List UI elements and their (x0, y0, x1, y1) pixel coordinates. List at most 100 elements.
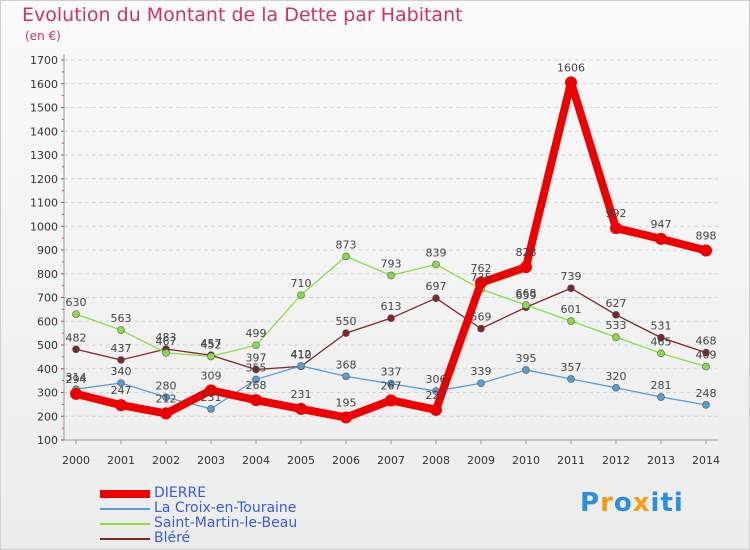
data-point (385, 394, 397, 407)
data-label: 409 (696, 349, 717, 362)
data-point (520, 261, 532, 274)
data-point (295, 402, 307, 415)
data-point (702, 362, 710, 371)
data-label: 992 (606, 207, 627, 220)
data-label: 437 (111, 342, 132, 355)
data-label: 468 (696, 335, 717, 348)
data-point (612, 333, 620, 341)
data-point (475, 276, 487, 289)
data-label: 268 (246, 379, 267, 392)
data-label: 195 (336, 396, 357, 409)
x-tick-label: 2013 (647, 454, 675, 467)
data-label: 467 (156, 335, 177, 348)
logo-letter: t (660, 488, 674, 518)
data-label: 668 (516, 287, 537, 300)
data-label: 839 (426, 246, 447, 259)
data-label: 280 (156, 379, 177, 392)
data-point (565, 76, 577, 89)
data-label: 340 (111, 365, 132, 378)
x-tick-label: 2012 (602, 454, 630, 467)
data-label: 306 (426, 373, 447, 386)
data-label: 550 (336, 315, 357, 328)
logo-letter: P (580, 488, 601, 518)
y-tick-label: 500 (37, 339, 58, 352)
data-label: 395 (516, 352, 537, 365)
data-label: 1606 (557, 61, 585, 74)
logo-letter: o (613, 488, 633, 518)
logo-letter: r (600, 488, 614, 518)
data-point (612, 383, 620, 392)
data-label: 793 (381, 257, 402, 270)
data-label: 368 (336, 358, 357, 371)
x-tick-label: 2000 (62, 454, 90, 467)
y-tick-label: 200 (37, 410, 58, 423)
data-label: 339 (471, 365, 492, 378)
logo-letter: x (632, 488, 651, 518)
data-point (252, 341, 260, 350)
x-tick-label: 2004 (242, 454, 270, 467)
logo-letter: i (673, 488, 684, 518)
data-point (702, 348, 710, 357)
data-point (387, 314, 395, 322)
x-tick-label: 2006 (332, 454, 360, 467)
data-point (340, 411, 352, 424)
x-tick-label: 2008 (422, 454, 450, 467)
data-label: 947 (651, 218, 672, 231)
data-label: 533 (606, 319, 627, 332)
data-point (207, 405, 215, 413)
y-tick-label: 1100 (30, 197, 58, 210)
y-tick-label: 600 (37, 315, 58, 328)
data-label: 697 (426, 280, 447, 293)
data-point (162, 393, 170, 402)
y-tick-label: 700 (37, 292, 58, 305)
data-label: 457 (201, 337, 222, 350)
data-point (700, 244, 712, 257)
legend-label-saint-martin-le-beau: Saint-Martin-le-Beau (154, 515, 298, 531)
data-label: 482 (66, 331, 87, 344)
data-label: 248 (696, 387, 717, 400)
x-tick-label: 2001 (107, 454, 135, 467)
legend-label-blere: Bléré (154, 530, 191, 546)
logo-letter: i (650, 488, 661, 518)
data-point (72, 345, 80, 354)
series-0 (70, 76, 712, 424)
data-point (610, 222, 622, 235)
data-label: 231 (291, 388, 312, 401)
data-label: 412 (291, 348, 312, 361)
data-label: 735 (471, 271, 492, 284)
data-label: 499 (246, 327, 267, 340)
data-point (567, 284, 575, 293)
data-label: 483 (156, 331, 177, 344)
data-point (205, 384, 217, 397)
data-point (432, 294, 440, 303)
x-tick-label: 2005 (287, 454, 315, 467)
chart-subtitle: (en €) (25, 29, 61, 43)
legend-swatch-la-croix-en-touraine (100, 508, 150, 510)
data-point (250, 394, 262, 407)
data-label: 601 (561, 303, 582, 316)
data-label: 355 (246, 361, 267, 374)
y-tick-label: 100 (37, 434, 58, 447)
data-point (657, 349, 665, 358)
y-tick-label: 300 (37, 387, 58, 400)
y-tick-label: 900 (37, 244, 58, 257)
data-point (702, 401, 710, 409)
data-label: 828 (516, 246, 537, 259)
data-point (115, 399, 127, 412)
data-label: 320 (606, 370, 627, 383)
data-point (387, 379, 395, 388)
y-tick-label: 1600 (30, 78, 58, 91)
y-tick-label: 1700 (30, 54, 58, 67)
data-label: 357 (561, 361, 582, 374)
data-label: 212 (156, 392, 177, 405)
x-tick-label: 2003 (197, 454, 225, 467)
data-point (252, 365, 260, 374)
data-label: 569 (471, 311, 492, 324)
legend-swatch-blere (100, 538, 150, 540)
chart-title: Evolution du Montant de la Dette par Hab… (22, 4, 463, 26)
y-tick-label: 1300 (30, 149, 58, 162)
data-point (160, 407, 172, 420)
data-point (162, 349, 170, 357)
